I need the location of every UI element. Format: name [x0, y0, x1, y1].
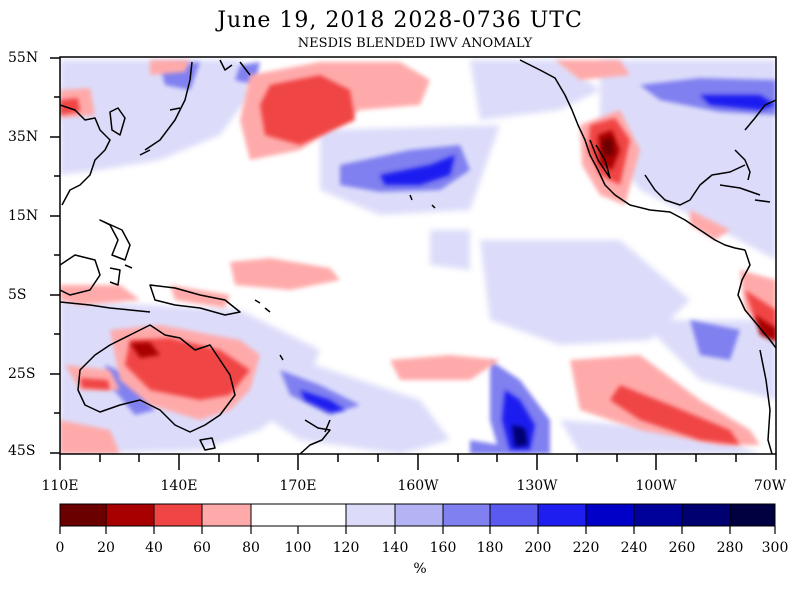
colorbar-tick-label: 300 [761, 540, 789, 556]
colorbar-segment [201, 503, 252, 527]
latitude-ticks [50, 57, 60, 454]
colorbar-segment [59, 503, 107, 527]
lon-label-140e: 140E [160, 478, 198, 494]
colorbar-tick-label: 180 [476, 540, 504, 556]
lon-label-130w: 130W [516, 478, 558, 494]
colorbar-tick-label: 200 [524, 540, 552, 556]
colorbar-tick-label: 40 [145, 540, 163, 556]
lat-label-5s: 5S [8, 287, 27, 303]
colorbar-segment [105, 503, 155, 527]
cuba-coastline [719, 184, 771, 203]
colorbar-unit: % [413, 561, 427, 577]
gulf-of-mexico-coastline [644, 164, 746, 206]
colorbar-segment [250, 503, 347, 527]
sakhalin-coastline [219, 59, 251, 76]
colorbar-segment [729, 503, 776, 527]
chile-coastline [759, 349, 773, 454]
lat-label-15n: 15N [8, 208, 39, 224]
lon-label-100w: 100W [635, 478, 677, 494]
colorbar-segment [585, 503, 635, 527]
anomaly-field [60, 57, 776, 454]
longitude-ticks [59, 454, 777, 470]
colorbar-segment [442, 503, 491, 527]
colorbar-segment [489, 503, 539, 527]
new-guinea-coastline [149, 284, 241, 316]
new-zealand-coastline [299, 419, 331, 454]
lon-label-110e: 110E [41, 478, 79, 494]
colorbar-tick-label: 0 [55, 540, 65, 556]
baja-coastline [589, 139, 611, 179]
light-positive-anomaly-areas [60, 60, 776, 454]
sulawesi-coastline [109, 264, 133, 286]
asia-coastline [60, 104, 111, 206]
colorbar-segment [633, 503, 683, 527]
colorbar [59, 503, 776, 534]
philippines-coastline [99, 219, 131, 261]
extreme-negative-anomaly-areas [602, 138, 614, 155]
us-east-coastline [744, 99, 776, 131]
colorbar-tick-label: 240 [620, 540, 648, 556]
lon-label-170e: 170E [279, 478, 317, 494]
lon-label-160w: 160W [397, 478, 439, 494]
japan-coastline [139, 61, 193, 156]
north-america-coastline [519, 59, 746, 251]
lon-label-70w: 70W [753, 478, 787, 494]
colorbar-segment [537, 503, 587, 527]
colorbar-tick-label: 140 [381, 540, 409, 556]
lat-label-25s: 25S [8, 366, 36, 382]
indonesia-south-coastline [60, 301, 151, 313]
lat-label-55n: 55N [8, 50, 39, 66]
coastlines [60, 59, 776, 454]
colorbar-tick-label: 80 [242, 540, 260, 556]
lat-label-45s: 45S [8, 443, 36, 459]
florida-coastline [734, 149, 751, 181]
colorbar-segment [681, 503, 731, 527]
colorbar-tick-label: 260 [668, 540, 696, 556]
page-title: June 19, 2018 2028-0736 UTC [217, 8, 583, 33]
colorbar-segment [345, 503, 396, 527]
colorbar-tick-label: 100 [284, 540, 312, 556]
colorbar-tick-label: 60 [193, 540, 211, 556]
colorbar-tick-label: 220 [572, 540, 600, 556]
borneo-coastline [60, 254, 101, 296]
colorbar-tick-label: 280 [716, 540, 744, 556]
strong-positive-anomaly-areas [300, 95, 776, 450]
south-america-coastline [737, 249, 776, 349]
colorbar-segment [153, 503, 203, 527]
page-subtitle: NESDIS BLENDED IWV ANOMALY [297, 36, 533, 51]
lat-label-35n: 35N [8, 129, 39, 145]
korea-coastline [109, 107, 126, 136]
extreme-positive-anomaly-areas [512, 425, 528, 447]
colorbar-tick-label: 120 [332, 540, 360, 556]
colorbar-segment [394, 503, 444, 527]
australia-coastline [77, 324, 236, 433]
pacific-islands [254, 194, 436, 361]
colorbar-tick-label: 20 [97, 540, 115, 556]
tasmania-coastline [199, 437, 216, 451]
colorbar-tick-label: 160 [429, 540, 457, 556]
